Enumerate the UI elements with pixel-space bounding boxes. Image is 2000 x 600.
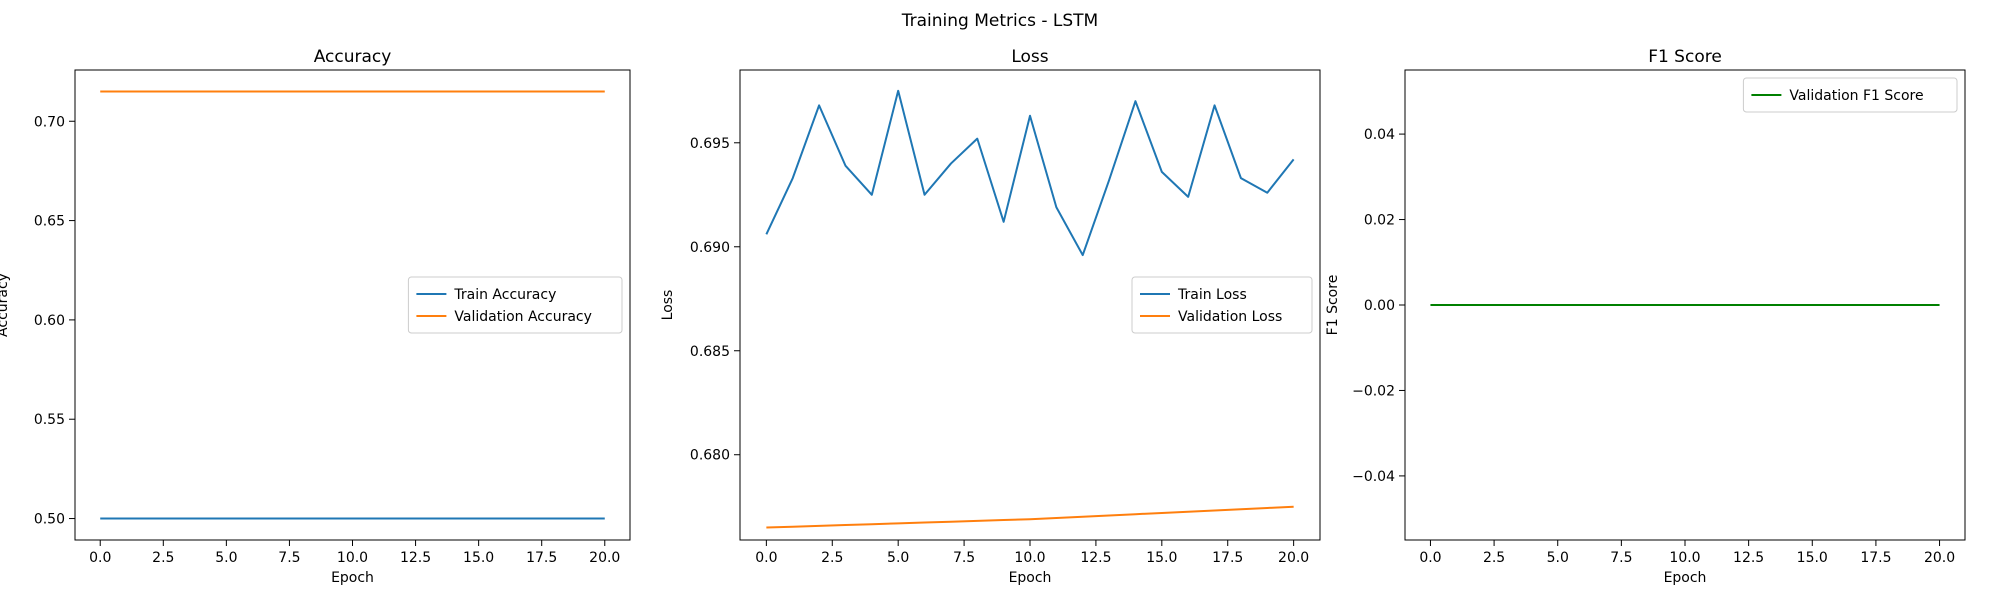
accuracy-x-tick-label: 10.0 <box>337 550 368 566</box>
accuracy-x-tick-label: 0.0 <box>89 550 111 566</box>
f1-score-panel: F1 Score Epoch F1 Score 0.0 2.5 5.0 7.5 10.0… <box>1325 47 1966 586</box>
f1-score-y-tick-label: −0.04 <box>1352 469 1395 485</box>
accuracy-y-tick-label: 0.50 <box>34 512 65 528</box>
accuracy-y-axis-label: Accuracy <box>0 273 11 337</box>
accuracy-legend-box <box>407 276 623 334</box>
accuracy-x-tick-label: 2.5 <box>152 550 174 566</box>
loss-legend-label-2: Validation Loss <box>1178 309 1282 325</box>
loss-y-tick-label: 0.680 <box>690 448 730 464</box>
loss-x-tick-label: 0.0 <box>755 550 777 566</box>
f1-score-x-tick-label: 5.0 <box>1547 550 1569 566</box>
f1-score-y-tick-label: −0.02 <box>1352 383 1395 399</box>
f1-score-x-tick-label: 0.0 <box>1419 550 1441 566</box>
accuracy-x-axis-label: Epoch <box>331 570 374 586</box>
accuracy-legend-label-2: Validation Accuracy <box>454 309 592 325</box>
f1-score-y-tick-label: 0.04 <box>1364 127 1395 143</box>
loss-series-line-1 <box>765 89 1295 257</box>
accuracy-x-tick-label: 20.0 <box>589 550 620 566</box>
f1-score-y-axis-label: F1 Score <box>1325 275 1341 336</box>
loss-x-tick-label: 10.0 <box>1014 550 1045 566</box>
f1-score-x-axis-label: Epoch <box>1664 570 1707 586</box>
loss-x-tick-label: 2.5 <box>821 550 843 566</box>
loss-legend: Train Loss Validation Loss <box>1131 276 1313 334</box>
loss-y-tick-label: 0.685 <box>690 344 730 360</box>
loss-x-tick-label: 7.5 <box>953 550 975 566</box>
loss-legend-box <box>1131 276 1313 334</box>
f1-score-x-tick-label: 20.0 <box>1924 550 1955 566</box>
accuracy-x-tick-label: 17.5 <box>526 550 557 566</box>
loss-series-line-2 <box>766 505 1294 529</box>
f1-score-y-tick-label: 0.00 <box>1364 298 1395 314</box>
f1-score-x-tick-label: 17.5 <box>1860 550 1891 566</box>
loss-x-tick-label: 12.5 <box>1080 550 1111 566</box>
accuracy-legend: Train Accuracy Validation Accuracy <box>407 276 623 334</box>
loss-panel: Loss Epoch Loss 0.0 2.5 5.0 7.5 10.0 12.5 15.0… <box>660 47 1321 586</box>
accuracy-x-tick-label: 7.5 <box>278 550 300 566</box>
accuracy-legend-label-1: Train Accuracy <box>453 287 556 303</box>
f1-score-legend: Validation F1 Score <box>1742 77 1958 113</box>
loss-x-tick-label: 17.5 <box>1212 550 1243 566</box>
accuracy-y-tick-label: 0.65 <box>34 214 65 230</box>
accuracy-y-tick-label: 0.55 <box>34 412 65 428</box>
f1-score-x-tick-label: 10.0 <box>1669 550 1700 566</box>
loss-legend-label-1: Train Loss <box>1177 287 1247 303</box>
f1-score-x-tick-label: 7.5 <box>1610 550 1632 566</box>
loss-y-tick-label: 0.695 <box>690 136 730 152</box>
loss-y-tick-label: 0.690 <box>690 240 730 256</box>
f1-score-y-tick-label: 0.02 <box>1364 213 1395 229</box>
loss-x-axis-label: Epoch <box>1009 570 1052 586</box>
accuracy-x-tick-label: 15.0 <box>463 550 494 566</box>
loss-x-tick-label: 5.0 <box>887 550 909 566</box>
loss-x-tick-label: 20.0 <box>1278 550 1309 566</box>
accuracy-title: Accuracy <box>314 47 392 67</box>
f1-score-x-tick-label: 15.0 <box>1797 550 1828 566</box>
loss-y-axis-label: Loss <box>660 290 676 321</box>
f1-score-legend-box <box>1742 77 1958 113</box>
accuracy-x-tick-label: 5.0 <box>215 550 237 566</box>
f1-score-x-tick-label: 2.5 <box>1483 550 1505 566</box>
loss-title: Loss <box>1011 47 1048 67</box>
accuracy-x-tick-label: 12.5 <box>400 550 431 566</box>
accuracy-y-tick-label: 0.70 <box>34 114 65 130</box>
loss-x-tick-label: 15.0 <box>1146 550 1177 566</box>
accuracy-panel: Accuracy Epoch Accuracy 0.0 2.5 5.0 7.5 10.0… <box>0 47 631 586</box>
accuracy-y-tick-label: 0.60 <box>34 313 65 329</box>
f1-score-x-tick-label: 12.5 <box>1733 550 1764 566</box>
f1-score-title: F1 Score <box>1648 47 1722 67</box>
f1-score-legend-label-1: Validation F1 Score <box>1789 88 1923 104</box>
figure-title: Training Metrics - LSTM <box>901 11 1098 31</box>
